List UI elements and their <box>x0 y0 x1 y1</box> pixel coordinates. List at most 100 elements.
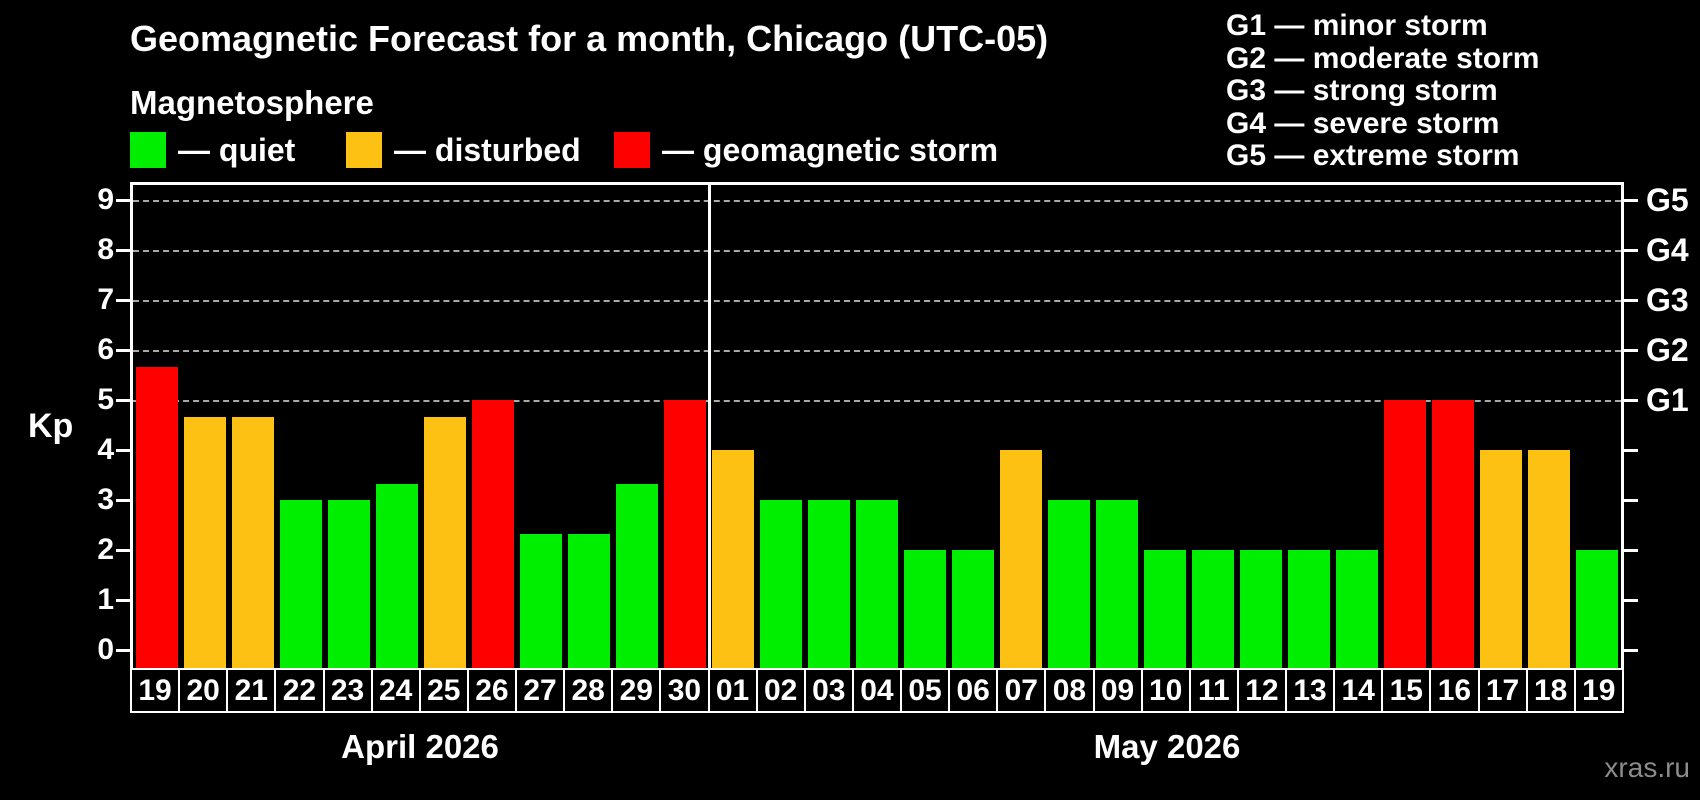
month-divider-line <box>707 185 711 668</box>
g-axis-label-g2: G2 <box>1646 332 1689 368</box>
day-label: 30 <box>659 670 707 711</box>
g-axis-label-g3: G3 <box>1646 282 1689 318</box>
y-axis-label: 1 <box>97 583 114 616</box>
kp-bar-april-27 <box>520 533 562 668</box>
gridline-kp5 <box>133 400 1621 402</box>
right-axis-tick <box>1624 549 1638 552</box>
kp-bar-april-29 <box>616 483 658 668</box>
kp-bar-may-10 <box>1144 550 1186 668</box>
day-label: 13 <box>1285 670 1333 711</box>
day-label: 19 <box>138 673 172 707</box>
gridline-kp6 <box>133 350 1621 352</box>
magnetosphere-label: Magnetosphere <box>130 84 374 121</box>
day-label: 25 <box>418 670 467 711</box>
chart-plot-area <box>130 182 1624 668</box>
g-axis-label-g4: G4 <box>1646 232 1689 268</box>
g-axis-label-g5: G5 <box>1646 182 1689 218</box>
right-axis-tick <box>1624 299 1638 302</box>
kp-bar-may-07 <box>1000 450 1042 668</box>
kp-bar-may-08 <box>1048 500 1090 668</box>
right-axis-tick <box>1624 249 1638 252</box>
kp-bar-april-25 <box>424 416 466 668</box>
kp-bar-april-30 <box>664 400 706 668</box>
left-axis-tick <box>116 299 130 302</box>
left-axis-tick <box>116 599 130 602</box>
kp-bar-may-16 <box>1432 400 1474 668</box>
kp-bar-may-05 <box>904 550 946 668</box>
storm-swatch-icon <box>614 132 650 168</box>
gridline-kp8 <box>133 250 1621 252</box>
kp-bar-may-09 <box>1096 500 1138 668</box>
day-label: 24 <box>370 670 419 711</box>
left-axis-tick <box>116 249 130 252</box>
day-label: 27 <box>515 670 563 711</box>
kp-bar-april-28 <box>568 533 610 668</box>
day-label: 07 <box>996 670 1044 711</box>
left-axis-tick <box>116 449 130 452</box>
y-axis-label: 2 <box>97 533 114 566</box>
day-label: 22 <box>274 670 322 711</box>
day-label: 23 <box>322 670 371 711</box>
legend-quiet-label: — quiet <box>178 131 296 168</box>
kp-bar-april-24 <box>376 483 418 668</box>
left-axis-tick <box>116 399 130 402</box>
y-axis-label: 5 <box>97 383 114 416</box>
day-label: 08 <box>1044 670 1092 711</box>
kp-bar-april-21 <box>232 416 274 668</box>
legend-item-storm: — geomagnetic storm <box>614 132 998 168</box>
right-axis-tick <box>1624 649 1638 652</box>
day-label: 06 <box>948 670 996 711</box>
y-axis-label: 6 <box>97 333 114 366</box>
g-axis-label-g1: G1 <box>1646 382 1689 418</box>
y-axis-label: 4 <box>97 433 114 466</box>
day-label: 28 <box>563 670 611 711</box>
kp-bar-april-26 <box>472 400 514 668</box>
kp-bar-may-02 <box>760 500 802 668</box>
legend-item-quiet: — quiet <box>130 132 295 168</box>
kp-bar-may-04 <box>856 500 898 668</box>
kp-bar-may-17 <box>1480 450 1522 668</box>
kp-bar-may-06 <box>952 550 994 668</box>
day-label: 19 <box>1573 670 1622 711</box>
right-axis-tick <box>1624 349 1638 352</box>
month-label-may: May 2026 <box>1093 728 1241 765</box>
kp-bar-may-14 <box>1336 550 1378 668</box>
g-legend-line: G2 — moderate storm <box>1226 41 1540 75</box>
kp-bar-april-20 <box>184 416 226 668</box>
page-title: Geomagnetic Forecast for a month, Chicag… <box>130 18 1049 59</box>
y-axis-label: 8 <box>97 233 114 266</box>
gridline-kp9 <box>133 200 1621 202</box>
month-label-april: April 2026 <box>341 728 499 765</box>
right-axis-tick <box>1624 499 1638 502</box>
day-label: 16 <box>1429 670 1477 711</box>
left-axis-tick <box>116 649 130 652</box>
quiet-swatch-icon <box>130 132 166 168</box>
bars-container <box>133 185 1621 668</box>
day-label: 20 <box>178 670 226 711</box>
legend-item-disturbed: — disturbed <box>346 132 581 168</box>
kp-bar-may-03 <box>808 500 850 668</box>
left-axis-tick <box>116 199 130 202</box>
day-label: 12 <box>1236 670 1285 711</box>
kp-bar-april-19 <box>136 366 178 668</box>
y-axis-label: 7 <box>97 283 114 316</box>
day-label: 09 <box>1092 670 1141 711</box>
kp-bar-april-22 <box>280 500 322 668</box>
y-axis-label: 9 <box>97 183 114 216</box>
day-label: 15 <box>1381 670 1429 711</box>
left-axis-tick <box>116 499 130 502</box>
g-legend-line: G3 — strong storm <box>1226 74 1498 107</box>
left-axis-tick <box>116 349 130 352</box>
kp-bar-may-15 <box>1384 400 1426 668</box>
day-label: 11 <box>1188 670 1237 711</box>
day-label: 21 <box>226 670 274 711</box>
disturbed-swatch-icon <box>346 132 382 168</box>
kp-bar-may-11 <box>1192 550 1234 668</box>
right-axis-tick <box>1624 199 1638 202</box>
kp-bar-may-01 <box>712 450 754 668</box>
day-label: 04 <box>851 670 900 711</box>
kp-bar-april-23 <box>328 500 370 668</box>
y-axis-label: 3 <box>97 483 114 516</box>
g-legend-line: G1 — minor storm <box>1226 9 1488 42</box>
day-label: 02 <box>755 670 804 711</box>
